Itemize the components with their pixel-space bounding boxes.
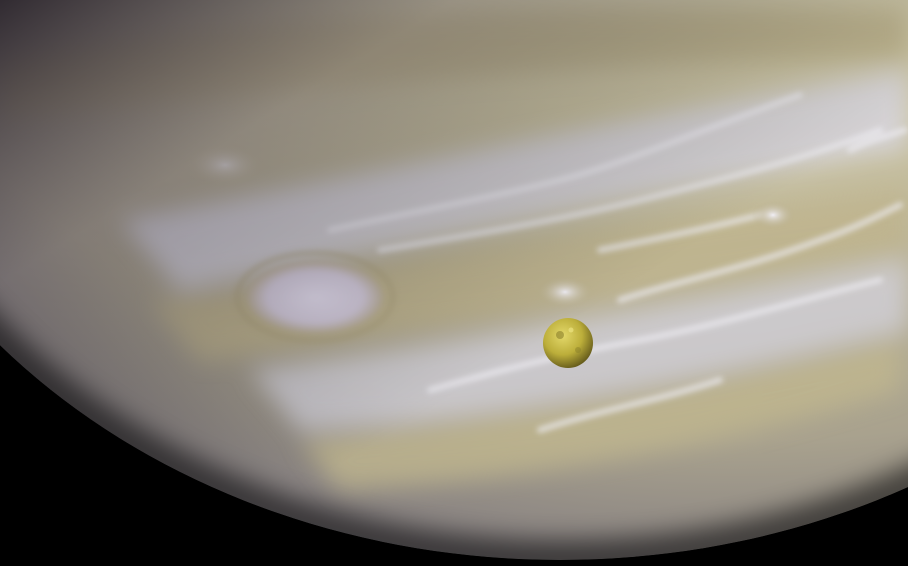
- moon: [543, 318, 593, 368]
